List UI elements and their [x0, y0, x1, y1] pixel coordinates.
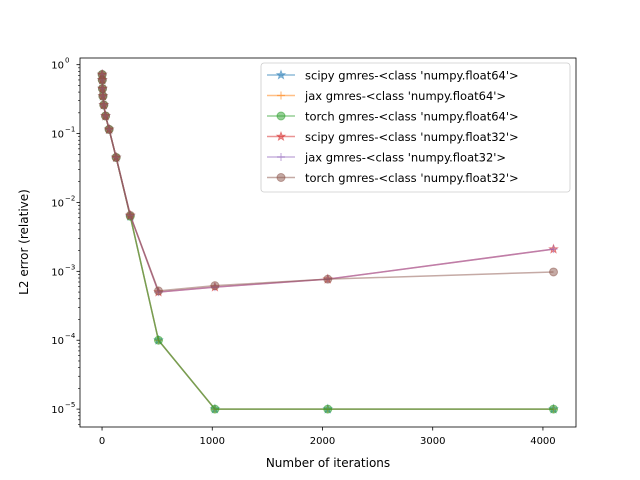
legend-entry: jax gmres-<class 'numpy.float32'>: [267, 151, 506, 165]
data-point: [549, 267, 559, 277]
legend-label: torch gmres-<class 'numpy.float32'>: [305, 171, 519, 185]
data-point: [153, 335, 163, 345]
data-point: [98, 91, 108, 101]
legend-entry: scipy gmres-<class 'numpy.float64'>: [267, 69, 519, 83]
data-point: [97, 75, 107, 85]
legend-marker: [277, 153, 285, 161]
legend-marker: [275, 130, 287, 142]
x-tick-label: 1000: [200, 436, 225, 447]
data-point: [323, 404, 333, 414]
y-tick-label: 10: [51, 61, 64, 72]
legend-label: scipy gmres-<class 'numpy.float32'>: [305, 130, 519, 144]
data-point: [125, 210, 135, 220]
axes-frame: [79, 57, 577, 428]
legend-entry: jax gmres-<class 'numpy.float64'>: [267, 89, 506, 103]
y-tick-label: 10: [51, 336, 64, 347]
legend-label: scipy gmres-<class 'numpy.float64'>: [305, 69, 519, 83]
y-axis-label: L2 error (relative): [17, 189, 31, 295]
x-tick-label: 4000: [530, 436, 555, 447]
legend-entry: torch gmres-<class 'numpy.float32'>: [267, 171, 519, 185]
x-tick-label: 2000: [310, 436, 335, 447]
y-tick-label: 10: [51, 405, 64, 416]
legend-label: jax gmres-<class 'numpy.float64'>: [304, 89, 506, 103]
legend-marker: [275, 69, 287, 80]
data-point: [153, 286, 163, 296]
legend-marker: [276, 173, 286, 182]
legend-entry: torch gmres-<class 'numpy.float64'>: [267, 110, 519, 124]
y-tick-label: 10: [51, 130, 64, 141]
x-axis-label: Number of iterations: [266, 456, 390, 470]
y-tick-exponent: 0: [65, 57, 69, 65]
y-tick-label: 10: [51, 267, 64, 278]
data-point: [111, 152, 121, 162]
series-layer: [96, 68, 559, 414]
data-point: [210, 281, 220, 291]
legend-marker: [277, 91, 285, 100]
legend-label: jax gmres-<class 'numpy.float32'>: [304, 151, 506, 165]
legend-label: torch gmres-<class 'numpy.float64'>: [305, 110, 519, 124]
data-point: [97, 84, 107, 94]
legend-box: [260, 62, 571, 193]
y-tick-exponent: −1: [65, 126, 75, 134]
y-tick-label: 10: [51, 198, 64, 209]
y-tick-exponent: −5: [65, 401, 75, 409]
data-point: [104, 124, 114, 134]
y-tick-exponent: −4: [65, 332, 76, 340]
x-tick-label: 3000: [420, 436, 445, 447]
y-tick-exponent: −2: [65, 194, 75, 202]
data-point: [549, 245, 558, 254]
legend-marker: [276, 111, 286, 121]
x-axis-ticks: 0 1000 2000 3000 4000: [99, 427, 556, 447]
x-tick-label: 0: [99, 436, 105, 447]
y-tick-exponent: −3: [65, 263, 75, 271]
data-point: [323, 274, 333, 284]
legend-entry: scipy gmres-<class 'numpy.float32'>: [267, 130, 519, 144]
series-6: [97, 70, 559, 296]
legend: scipy gmres-<class 'numpy.float64'> jax g…: [260, 62, 571, 193]
data-point: [99, 100, 109, 110]
data-point: [210, 404, 220, 414]
data-point: [101, 111, 111, 121]
data-point: [549, 404, 559, 414]
